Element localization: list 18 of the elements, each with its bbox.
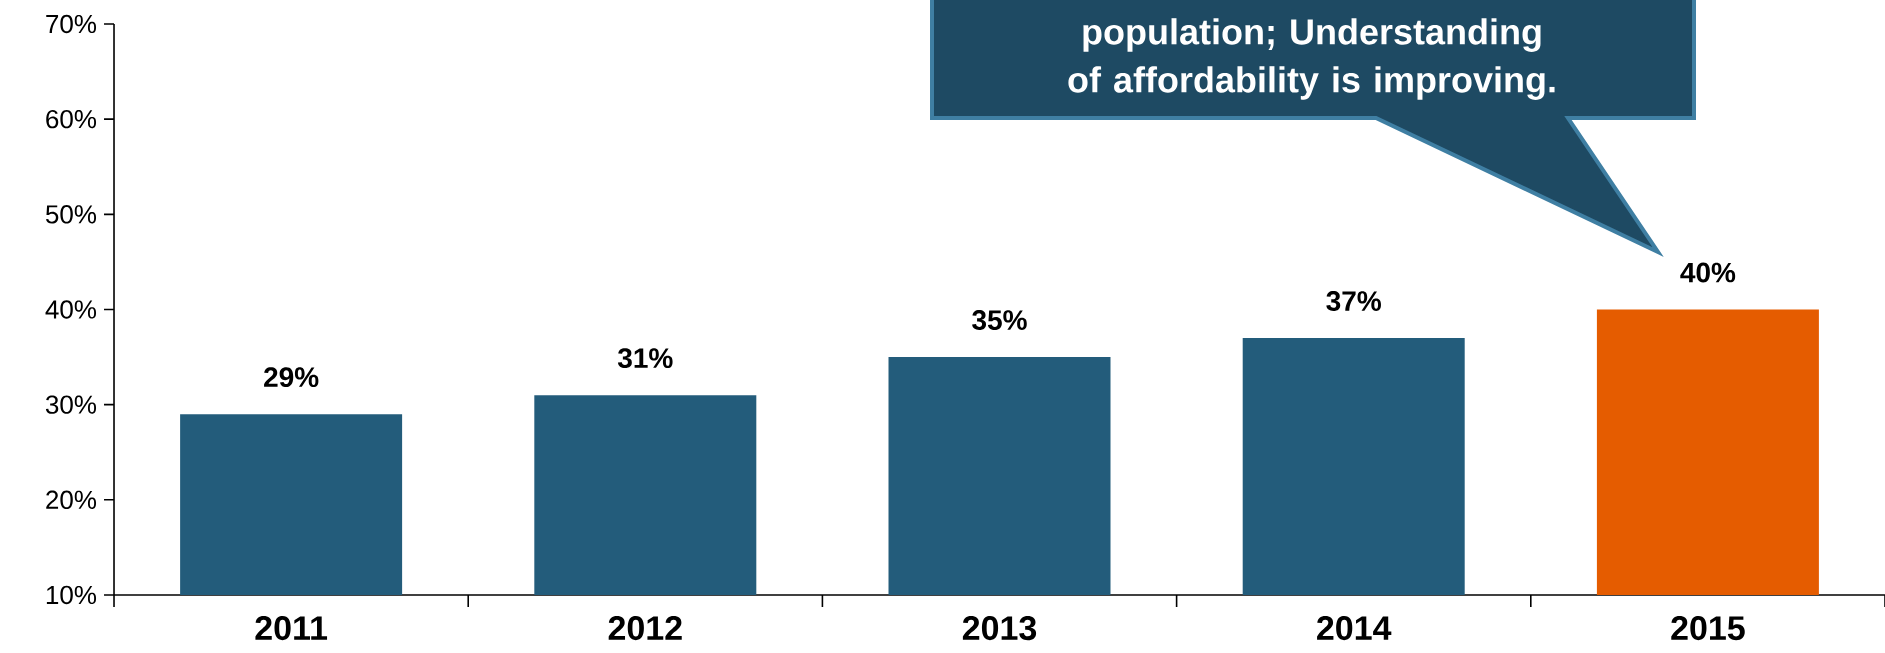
y-tick-label: 10% (46, 585, 97, 605)
y-tick-label: 60% (46, 109, 97, 129)
data-label: 40% (1680, 262, 1736, 283)
y-tick-label: 50% (45, 205, 97, 224)
x-tick-label: 2011 (255, 616, 328, 641)
x-tick-label: 2012 (608, 616, 682, 641)
data-label: 35% (972, 310, 1027, 331)
y-tick-label: 30% (45, 395, 97, 414)
y-tick-label: 40% (45, 300, 97, 319)
data-label: 31% (617, 348, 673, 369)
data-label: 37% (1326, 291, 1381, 311)
x-tick-label: 2014 (1317, 616, 1392, 641)
x-tick-label: 2013 (962, 616, 1037, 641)
y-tick-label: 20% (46, 490, 97, 510)
y-tick-label: 70% (46, 14, 97, 34)
annotation: population; Understanding of affordability is improving. (1068, 18, 1555, 100)
x-tick-label: 2015 (1671, 616, 1745, 641)
data-label: 29% (264, 367, 319, 388)
